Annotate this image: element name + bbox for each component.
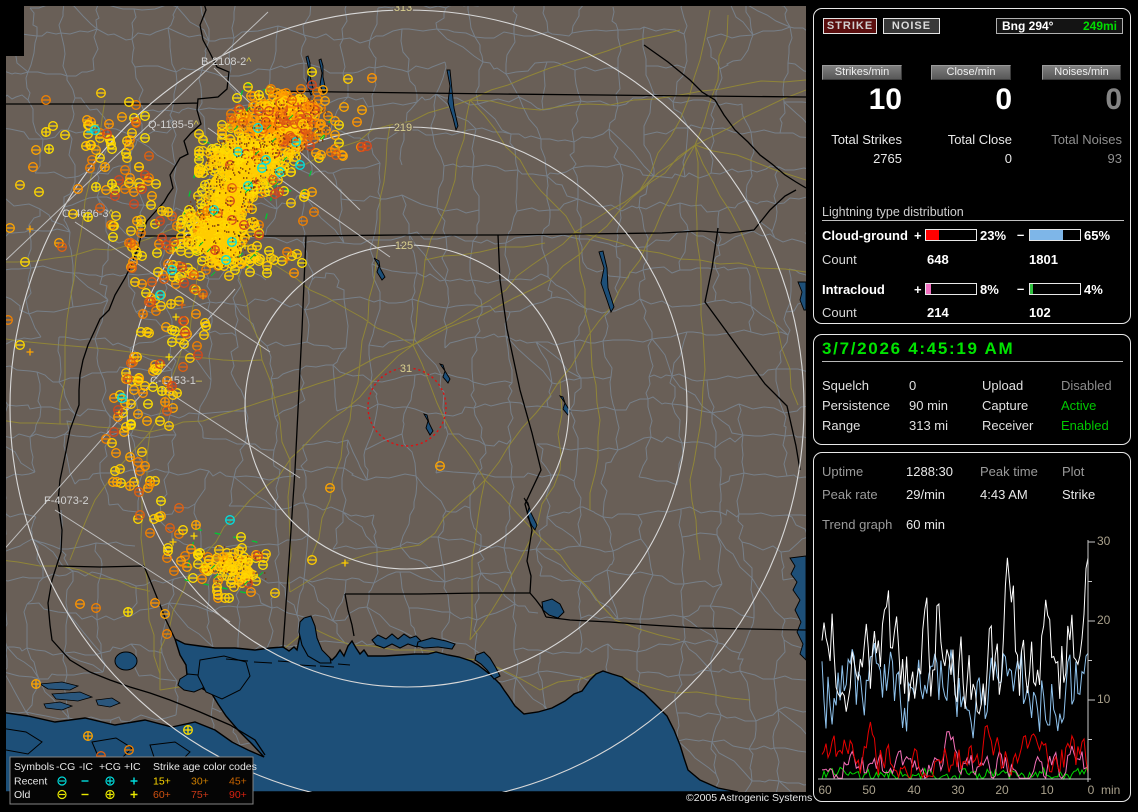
svg-text:30: 30 <box>951 783 965 797</box>
svg-text:75+: 75+ <box>191 789 209 801</box>
svg-text:Symbols: Symbols <box>14 761 54 773</box>
svg-text:Q-1185-5^: Q-1185-5^ <box>148 119 200 131</box>
svg-text:20: 20 <box>1097 613 1111 627</box>
svg-text:Old: Old <box>14 789 31 801</box>
svg-text:min: min <box>1101 783 1120 797</box>
svg-text:+IC: +IC <box>124 761 141 773</box>
svg-text:40: 40 <box>907 783 921 797</box>
svg-text:313: 313 <box>394 2 412 14</box>
svg-text:F-4073-2: F-4073-2 <box>44 495 89 507</box>
svg-text:60: 60 <box>818 783 832 797</box>
svg-text:45+: 45+ <box>229 776 247 788</box>
svg-text:Strike age color codes: Strike age color codes <box>153 761 257 773</box>
svg-text:125: 125 <box>395 240 413 252</box>
svg-text:60+: 60+ <box>153 789 171 801</box>
svg-text:31: 31 <box>400 363 412 375</box>
svg-text:0: 0 <box>1088 783 1095 797</box>
svg-text:+CG: +CG <box>99 761 121 773</box>
svg-text:10: 10 <box>1097 692 1111 706</box>
svg-text:30: 30 <box>1097 534 1111 548</box>
svg-text:Recent: Recent <box>14 776 47 788</box>
svg-text:-IC: -IC <box>79 761 93 773</box>
svg-text:50: 50 <box>862 783 876 797</box>
svg-text:10: 10 <box>1040 783 1054 797</box>
svg-text:20: 20 <box>995 783 1009 797</box>
svg-text:219: 219 <box>394 122 412 134</box>
svg-text:90+: 90+ <box>229 789 247 801</box>
svg-text:15+: 15+ <box>153 776 171 788</box>
svg-text:-CG: -CG <box>56 761 75 773</box>
svg-text:30+: 30+ <box>191 776 209 788</box>
svg-text:B-2108-2^: B-2108-2^ <box>201 56 252 68</box>
